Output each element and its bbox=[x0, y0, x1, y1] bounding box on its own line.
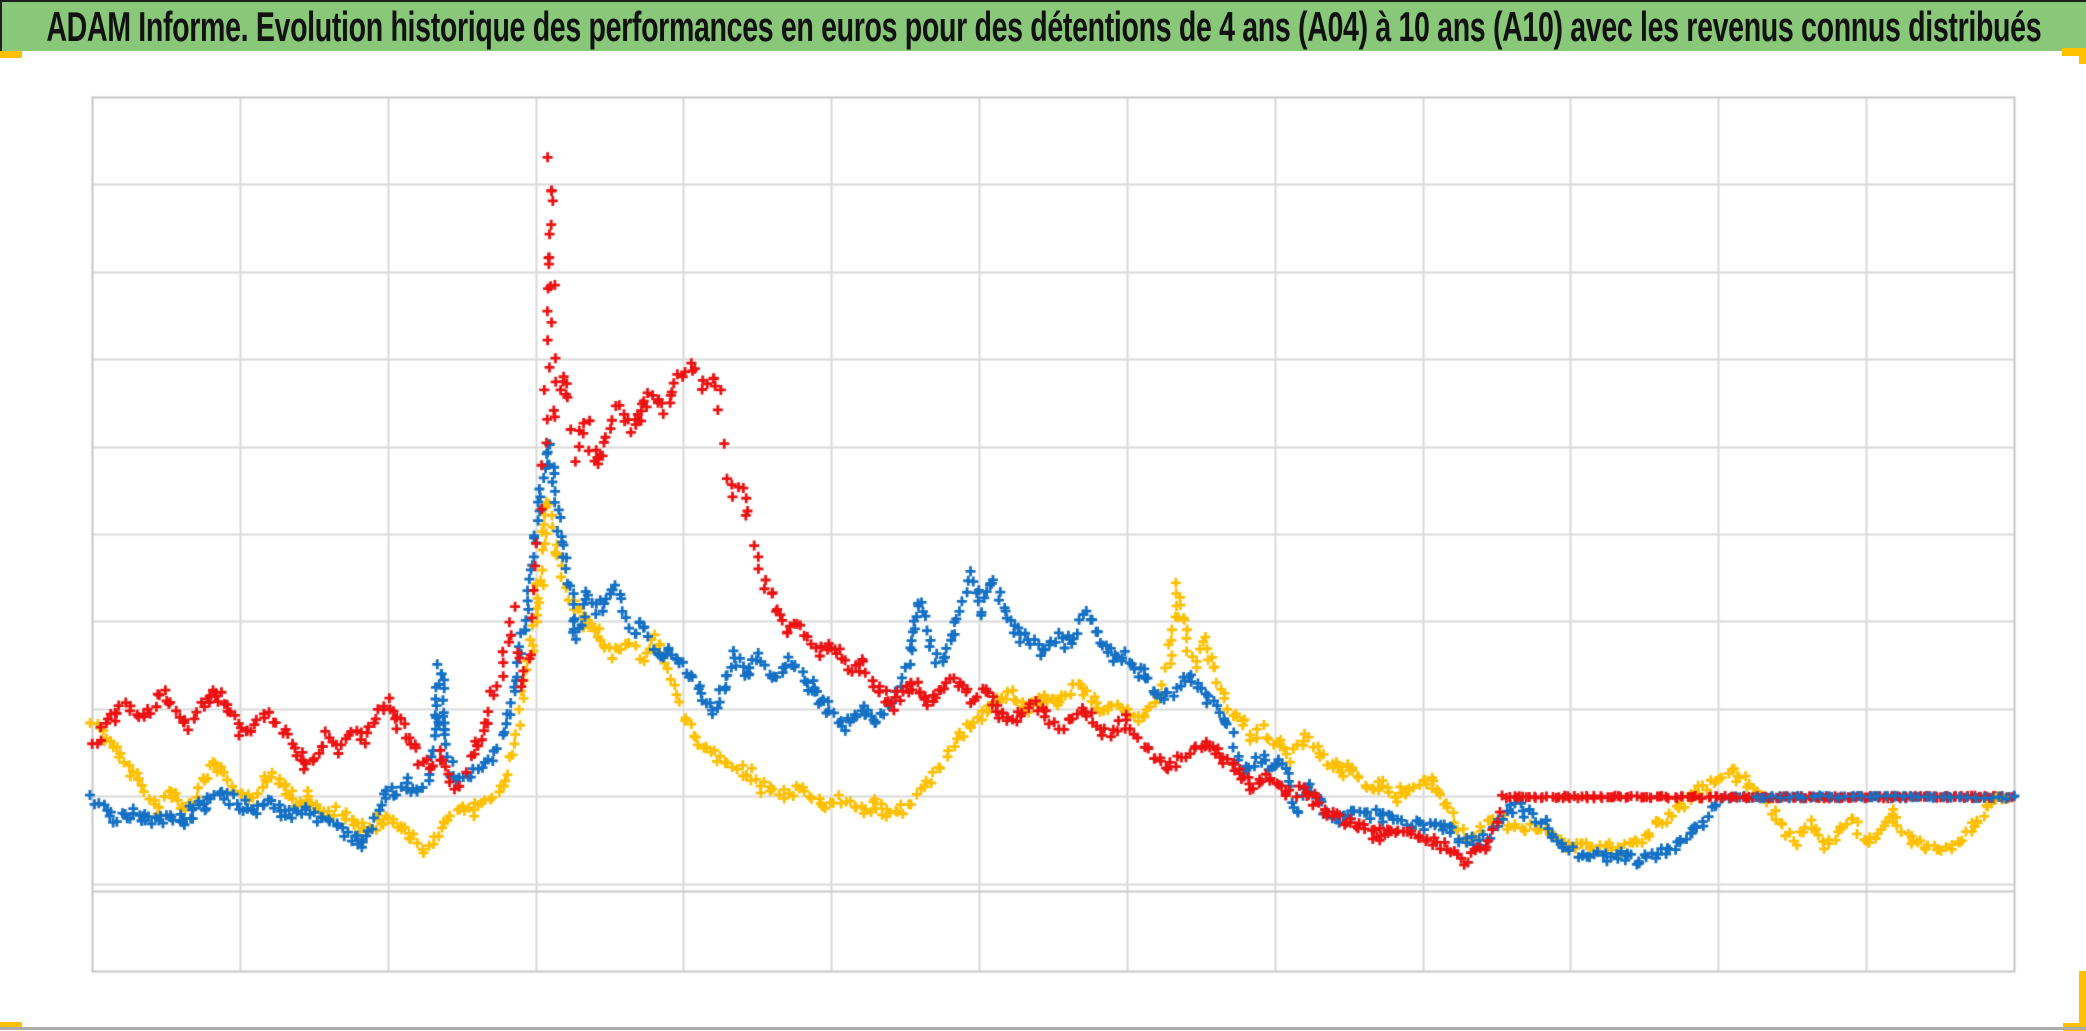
corner-handle-bottom-left bbox=[0, 1022, 22, 1030]
corner-handle-bottom-right-v bbox=[2079, 971, 2086, 1031]
corner-handle-top-left bbox=[0, 51, 22, 58]
corner-handle-top-right-v bbox=[2079, 48, 2086, 64]
bottom-window-edge bbox=[0, 1027, 2086, 1030]
corner-handle-top-right-h bbox=[2062, 48, 2086, 56]
